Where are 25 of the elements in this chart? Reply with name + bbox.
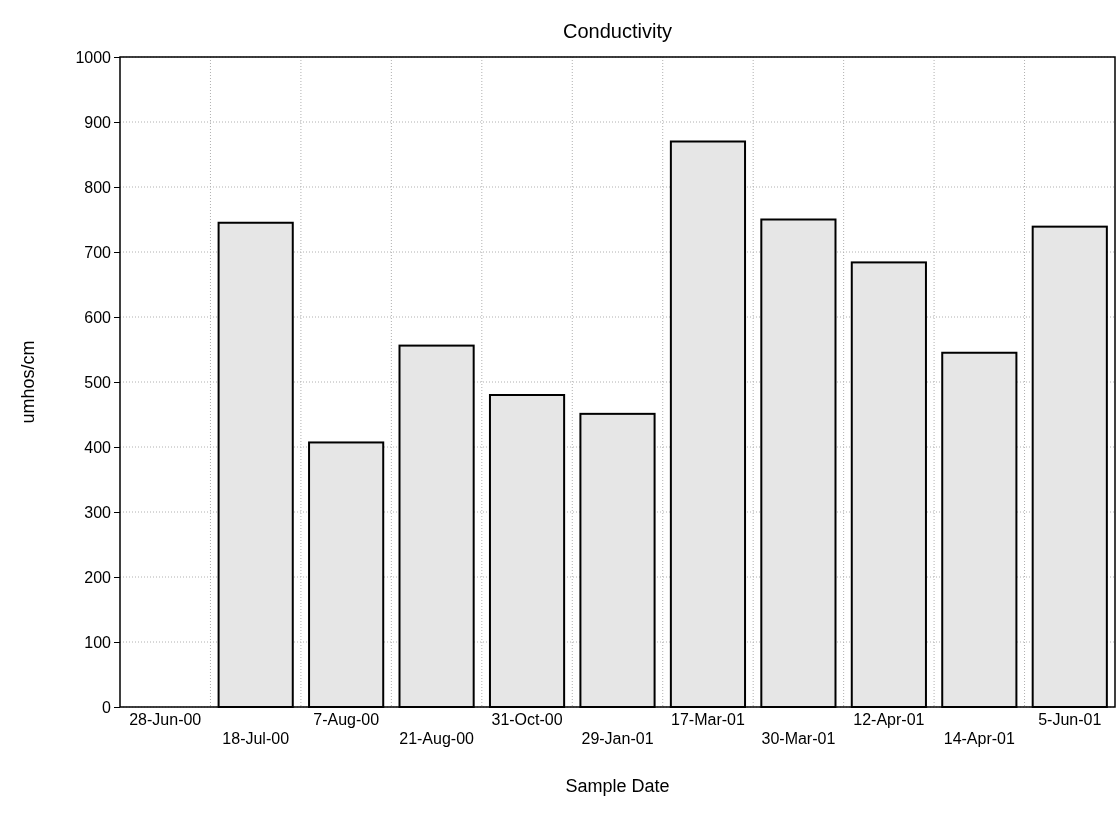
x-tick-label: 7-Aug-00 xyxy=(313,711,380,729)
y-tick-label: 300 xyxy=(84,503,112,521)
x-tick-label: 21-Aug-00 xyxy=(399,729,475,747)
x-tick-label: 14-Apr-01 xyxy=(943,729,1015,747)
y-tick-label: 900 xyxy=(84,113,112,131)
y-tick-label: 100 xyxy=(84,633,112,651)
y-tick-label: 800 xyxy=(84,178,112,196)
y-tick-label: 0 xyxy=(102,698,112,716)
x-tick-label: 18-Jul-00 xyxy=(222,729,290,747)
y-tick-label: 200 xyxy=(84,568,112,586)
x-tick-label: 30-Mar-01 xyxy=(761,729,836,747)
x-tick-label: 28-Jun-00 xyxy=(129,711,202,729)
chart-title: Conductivity xyxy=(563,20,672,42)
x-tick-label: 5-Jun-01 xyxy=(1038,711,1102,729)
y-axis-title: umhos/cm xyxy=(18,340,38,424)
y-tick-label: 500 xyxy=(84,373,112,391)
x-axis-title: Sample Date xyxy=(565,776,670,796)
y-tick-label: 700 xyxy=(84,243,112,261)
y-tick-label: 600 xyxy=(84,308,112,326)
x-tick-label: 12-Apr-01 xyxy=(853,711,925,729)
x-tick-label: 31-Oct-00 xyxy=(491,711,563,729)
y-tick-label: 400 xyxy=(84,438,112,456)
x-tick-label: 29-Jan-01 xyxy=(581,729,654,747)
y-tick-label: 1000 xyxy=(75,48,112,66)
x-tick-label: 17-Mar-01 xyxy=(671,711,745,729)
